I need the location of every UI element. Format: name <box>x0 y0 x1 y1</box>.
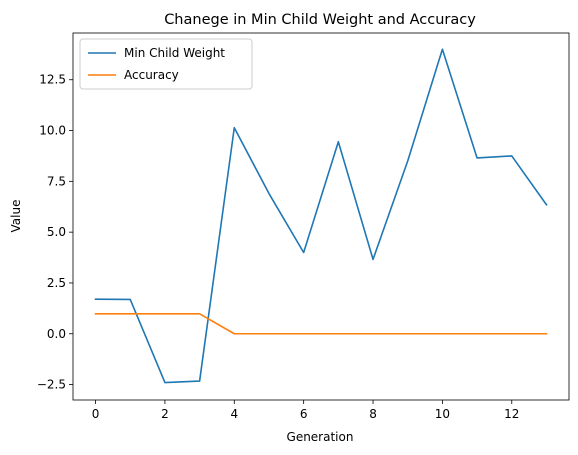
x-tick-label: 0 <box>92 407 100 421</box>
x-tick-label: 10 <box>435 407 450 421</box>
x-axis: 0 2 4 6 8 10 12 <box>92 400 519 421</box>
x-tick-label: 8 <box>369 407 377 421</box>
y-tick-label: 12.5 <box>39 73 66 87</box>
y-tick-label: 2.5 <box>47 276 66 290</box>
legend-box <box>79 38 253 90</box>
x-tick-label: 4 <box>230 407 238 421</box>
y-tick-label: −2.5 <box>37 378 66 392</box>
legend: Min Child Weight Accuracy <box>79 38 253 90</box>
y-tick-label: 10.0 <box>39 124 66 138</box>
y-tick-label: 7.5 <box>47 174 66 188</box>
y-axis-label: Value <box>9 200 23 233</box>
y-tick-label: 5.0 <box>47 225 66 239</box>
series-line-0 <box>94 48 548 384</box>
chart-title: Chanege in Min Child Weight and Accuracy <box>164 12 476 28</box>
y-tick-label: 0.0 <box>47 327 66 341</box>
y-axis: −2.5 0.0 2.5 5.0 7.5 10.0 12.5 <box>37 73 73 392</box>
series-line-1 <box>94 313 548 335</box>
legend-label-1: Accuracy <box>124 68 179 82</box>
x-tick-label: 2 <box>161 407 169 421</box>
legend-label-0: Min Child Weight <box>124 46 225 60</box>
x-axis-label: Generation <box>287 430 354 444</box>
x-tick-label: 12 <box>504 407 519 421</box>
plot-area <box>94 48 548 384</box>
x-tick-label: 6 <box>300 407 308 421</box>
plot-frame <box>72 32 570 401</box>
